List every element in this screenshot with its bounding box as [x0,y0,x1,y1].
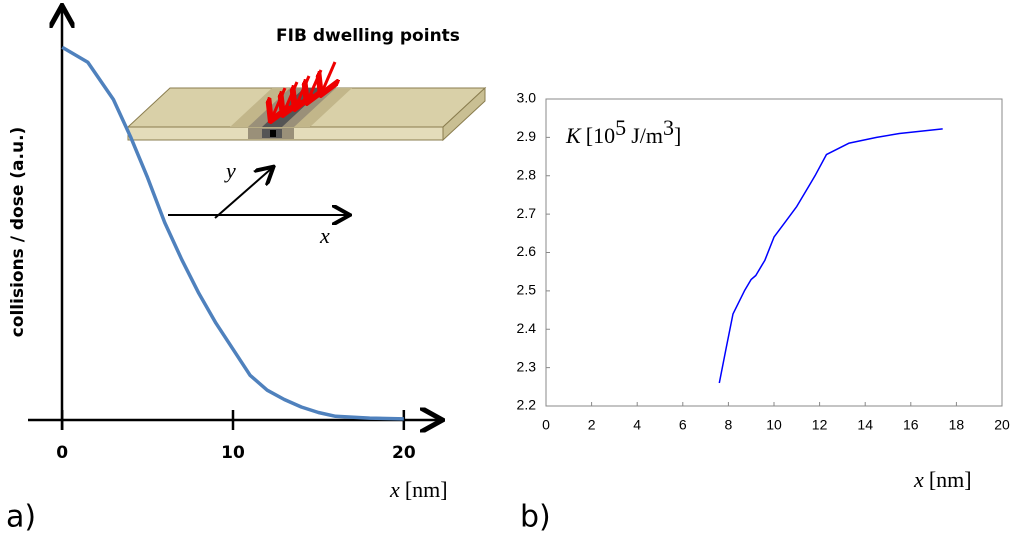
y-tick-label: 2.3 [517,358,537,374]
x-label: x [nm] [389,477,448,502]
annotation: K [105 J/m3] [565,115,681,148]
x-tick-label: 10 [221,443,245,463]
y-tick-label: 2.9 [517,128,537,144]
panel-label: b) [520,500,551,534]
x-tick-label: 6 [679,417,687,433]
x-tick-label: 14 [857,417,873,433]
inset-title: FIB dwelling points [276,26,460,46]
data-line [719,129,942,383]
y-tick-label: 2.4 [517,320,537,336]
y-label: collisions / dose (a.u.) [8,127,28,338]
inset [128,62,485,218]
inset-y: y [224,158,236,183]
x-tick-label: 10 [766,417,782,433]
panel-label: a) [6,500,36,534]
x-tick-label: 4 [633,417,641,433]
x-tick-label: 20 [994,417,1010,433]
page: collisions / dose (a.u.) x [nm] a) FIB d… [0,0,1020,534]
x-tick-label: 0 [542,417,550,433]
x-tick-label: 20 [392,443,416,463]
y-tick-label: 2.6 [517,243,537,259]
figure: collisions / dose (a.u.) x [nm] a) FIB d… [0,0,1020,534]
y-tick-label: 2.2 [517,397,537,413]
x-tick-label: 0 [56,443,68,463]
y-tick-label: 2.5 [517,282,537,298]
x-tick-label: 18 [949,417,965,433]
y-tick-label: 3.0 [517,90,537,106]
x-tick-label: 2 [588,417,596,433]
x-tick-label: 8 [725,417,733,433]
y-tick-label: 2.8 [517,166,537,182]
x-label: x [nm] [913,467,972,492]
x-tick-label: 12 [812,417,828,433]
y-tick-label: 2.7 [517,205,537,221]
x-tick-label: 16 [903,417,919,433]
inset-x: x [319,223,330,248]
